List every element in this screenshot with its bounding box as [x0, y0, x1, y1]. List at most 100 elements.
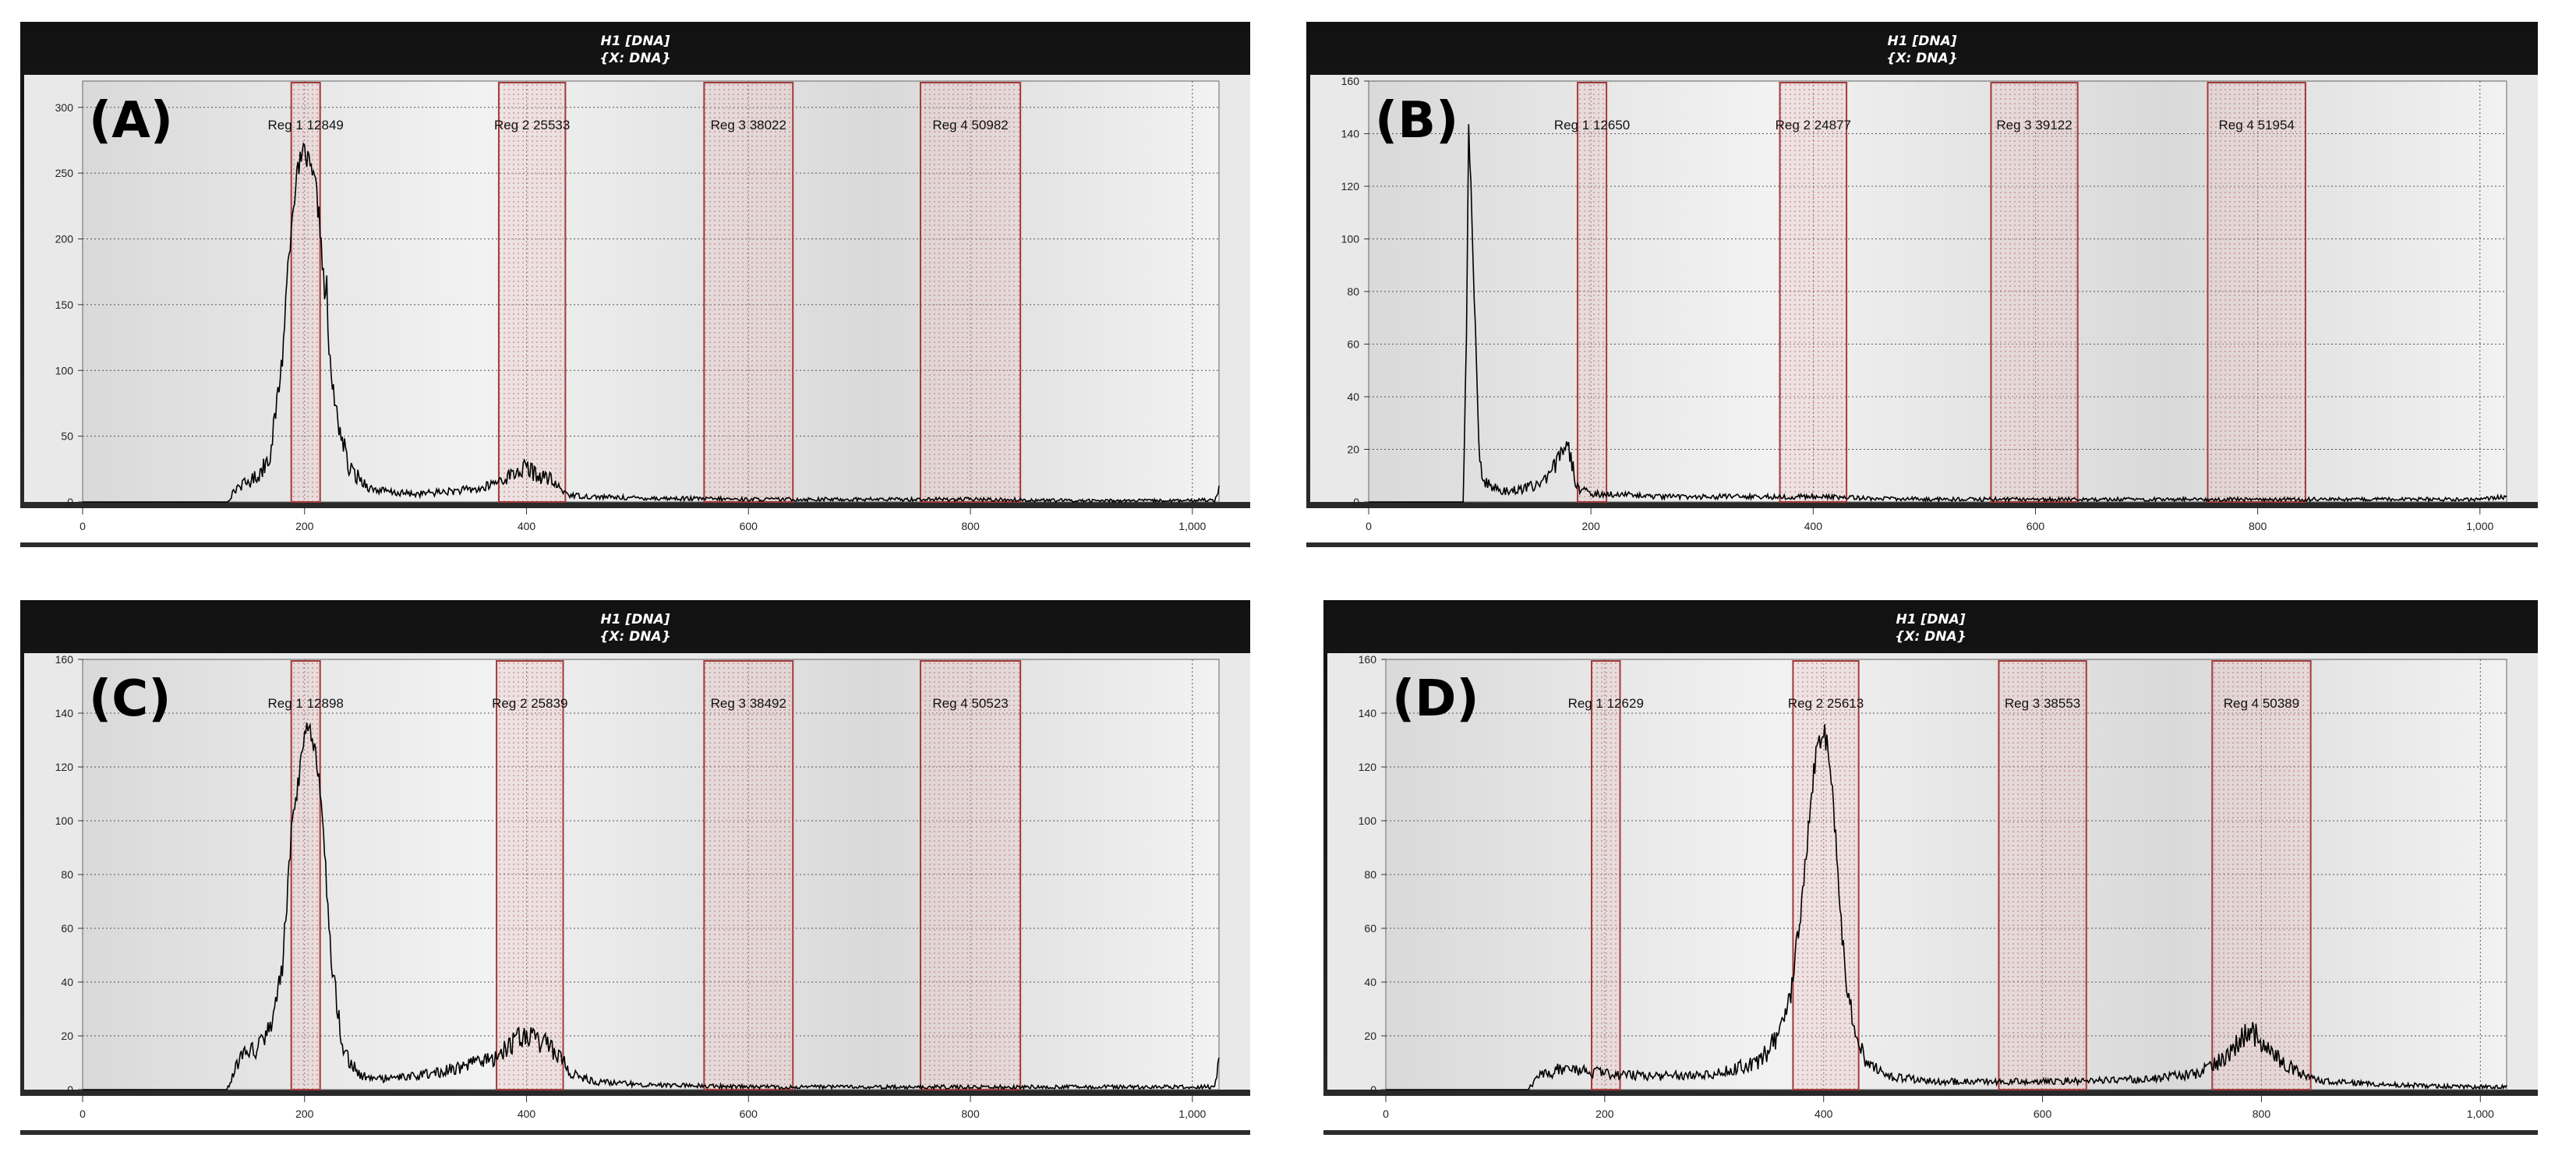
x-tick-label: 400: [1804, 520, 1823, 532]
y-tick-label: 160: [1341, 75, 1360, 87]
region-2-c: [496, 660, 564, 1090]
dna-trace-d: [1386, 724, 2507, 1090]
region-3-c: [703, 660, 794, 1090]
region-label-2-b: Reg 2 24877: [1776, 118, 1851, 133]
chart-subtitle-c: {X: DNA}: [599, 629, 671, 645]
plot-area-c: [82, 659, 1220, 1090]
y-tick-label: 50: [61, 430, 73, 443]
x-tick-label: 800: [2253, 1108, 2271, 1120]
region-label-1-a: Reg 1 12849: [268, 118, 344, 133]
x-tick-label: 800: [961, 520, 980, 532]
x-tick-label: 0: [1383, 1108, 1389, 1120]
x-tick-label: 0: [80, 1108, 86, 1120]
x-tick-label: 200: [295, 520, 314, 532]
y-tick-label: 120: [55, 761, 74, 773]
y-tick-label: 150: [55, 299, 74, 311]
region-3-d: [1998, 660, 2087, 1090]
y-tick-label: 20: [61, 1030, 73, 1042]
x-axis-strip-c: [20, 1096, 1250, 1130]
region-label-1-d: Reg 1 12629: [1568, 696, 1644, 711]
region-label-2-a: Reg 2 25533: [494, 118, 570, 133]
y-tick-label: 120: [1341, 180, 1360, 193]
x-tick-label: 600: [2027, 520, 2045, 532]
region-label-4-c: Reg 4 50523: [932, 696, 1008, 711]
chart-title-a: H1 [DNA]: [600, 34, 670, 49]
y-tick-label: 140: [55, 707, 74, 719]
y-tick-label: 200: [55, 233, 74, 246]
panel-label-b: (B): [1375, 92, 1458, 150]
histogram-panel-d: H1 [DNA] {X: DNA} Reg 1 12629 Reg 2 25613 Re…: [1323, 600, 2538, 1135]
y-tick-label: 60: [61, 922, 73, 935]
plot-area-d: [1385, 659, 2507, 1090]
x-axis-strip-b: [1306, 508, 2538, 542]
y-tick-label: 250: [55, 167, 74, 179]
x-tick-label: 200: [1595, 1108, 1614, 1120]
x-tick-label: 400: [1815, 1108, 1833, 1120]
y-tick-label: 60: [1347, 338, 1359, 351]
x-tick-label: 200: [295, 1108, 314, 1120]
y-tick-label: 60: [1364, 922, 1376, 935]
y-tick-label: 20: [1364, 1030, 1376, 1042]
y-tick-label: 100: [55, 364, 74, 376]
histogram-svg-a: H1 [DNA] {X: DNA} Reg 1 12849 Reg 2 25533 Re…: [20, 22, 1250, 547]
y-tick-label: 100: [55, 814, 74, 827]
histogram-svg-b: H1 [DNA] {X: DNA} Reg 1 12650 Reg 2 24877 Re…: [1306, 22, 2538, 547]
region-1-d: [1591, 660, 1621, 1090]
region-label-4-b: Reg 4 51954: [2219, 118, 2295, 133]
dna-trace-a: [83, 142, 1220, 504]
region-4-c: [919, 660, 1022, 1090]
x-axis-strip-a: [20, 508, 1250, 542]
x-tick-label: 1,000: [1178, 520, 1206, 532]
x-tick-label: 600: [740, 520, 758, 532]
region-2-a: [497, 82, 567, 503]
region-1-a: [290, 82, 321, 503]
histogram-svg-d: H1 [DNA] {X: DNA} Reg 1 12629 Reg 2 25613 Re…: [1323, 600, 2538, 1135]
histogram-panel-a: H1 [DNA] {X: DNA} Reg 1 12849 Reg 2 25533 Re…: [20, 22, 1250, 547]
y-tick-label: 160: [1359, 653, 1377, 666]
chart-subtitle-a: {X: DNA}: [599, 51, 671, 66]
region-label-1-c: Reg 1 12898: [268, 696, 344, 711]
y-tick-label: 80: [1347, 285, 1359, 298]
panel-label-c: (C): [89, 670, 171, 728]
region-1-c: [290, 660, 321, 1090]
y-tick-label: 0: [1353, 496, 1359, 508]
y-tick-label: 80: [61, 868, 73, 881]
x-tick-label: 800: [2249, 520, 2267, 532]
panel-label-a: (A): [89, 92, 173, 150]
chart-title-c: H1 [DNA]: [600, 612, 670, 627]
region-label-3-a: Reg 3 38022: [711, 118, 786, 133]
x-tick-label: 800: [961, 1108, 980, 1120]
region-label-2-c: Reg 2 25839: [492, 696, 567, 711]
chart-subtitle-d: {X: DNA}: [1895, 629, 1966, 645]
x-tick-label: 400: [518, 520, 536, 532]
y-tick-label: 0: [1370, 1083, 1376, 1096]
region-label-3-d: Reg 3 38553: [2005, 696, 2080, 711]
x-tick-label: 200: [1581, 520, 1600, 532]
region-4-a: [919, 82, 1022, 503]
region-3-b: [1990, 82, 2079, 503]
x-tick-label: 600: [2034, 1108, 2052, 1120]
x-tick-label: 0: [1366, 520, 1372, 532]
x-tick-label: 1,000: [1178, 1108, 1206, 1120]
y-tick-label: 100: [1359, 814, 1377, 827]
region-2-d: [1792, 660, 1860, 1090]
region-label-4-a: Reg 4 50982: [932, 118, 1008, 133]
region-label-3-c: Reg 3 38492: [711, 696, 786, 711]
y-tick-label: 140: [1359, 707, 1377, 719]
x-tick-label: 1,000: [2466, 520, 2493, 532]
region-label-2-d: Reg 2 25613: [1788, 696, 1864, 711]
panel-label-d: (D): [1392, 670, 1479, 728]
y-tick-label: 40: [61, 976, 73, 988]
y-tick-label: 80: [1364, 868, 1376, 881]
y-tick-label: 40: [1347, 390, 1359, 403]
x-tick-label: 1,000: [2467, 1108, 2494, 1120]
y-tick-label: 160: [55, 653, 74, 666]
y-tick-label: 20: [1347, 443, 1359, 456]
dna-trace-c: [83, 723, 1220, 1091]
plot-area-a: [82, 80, 1220, 503]
y-tick-label: 0: [67, 496, 73, 508]
x-tick-label: 0: [80, 520, 86, 532]
region-2-b: [1779, 82, 1848, 503]
histogram-panel-c: H1 [DNA] {X: DNA} Reg 1 12898 Reg 2 25839 Re…: [20, 600, 1250, 1135]
histogram-panel-b: H1 [DNA] {X: DNA} Reg 1 12650 Reg 2 24877 Re…: [1306, 22, 2538, 547]
